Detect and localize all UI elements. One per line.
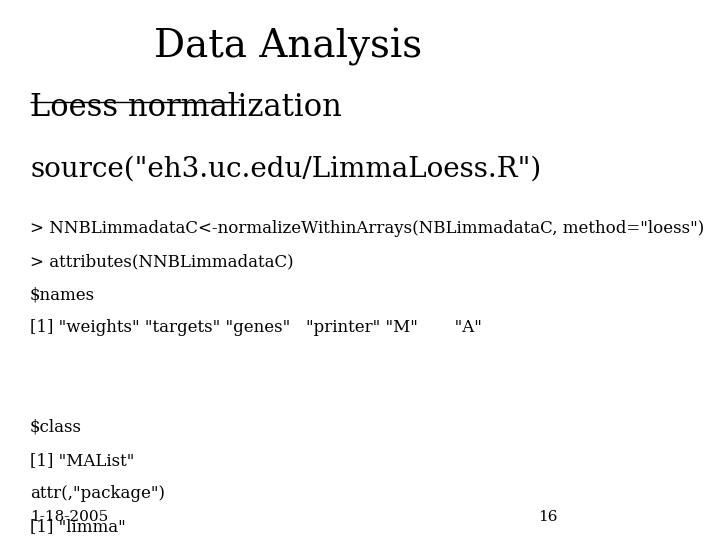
Text: $names: $names xyxy=(30,286,95,303)
Text: > NNBLimmadataC<-normalizeWithinArrays(NBLimmadataC, method="loess"): > NNBLimmadataC<-normalizeWithinArrays(N… xyxy=(30,220,704,237)
Text: 16: 16 xyxy=(538,510,557,524)
Text: attr(,"package"): attr(,"package") xyxy=(30,485,165,502)
Text: 1-18-2005: 1-18-2005 xyxy=(30,510,108,524)
Text: [1] "MAList": [1] "MAList" xyxy=(30,451,135,469)
Text: Data Analysis: Data Analysis xyxy=(154,28,422,66)
Text: $class: $class xyxy=(30,418,82,436)
Text: source("eh3.uc.edu/LimmaLoess.R"): source("eh3.uc.edu/LimmaLoess.R") xyxy=(30,156,541,183)
Text: [1] "weights" "targets" "genes"   "printer" "M"       "A": [1] "weights" "targets" "genes" "printer… xyxy=(30,319,482,336)
Text: [1] "limma": [1] "limma" xyxy=(30,518,126,535)
Text: Loess normalization: Loess normalization xyxy=(30,92,342,123)
Text: > attributes(NNBLimmadataC): > attributes(NNBLimmadataC) xyxy=(30,253,294,270)
